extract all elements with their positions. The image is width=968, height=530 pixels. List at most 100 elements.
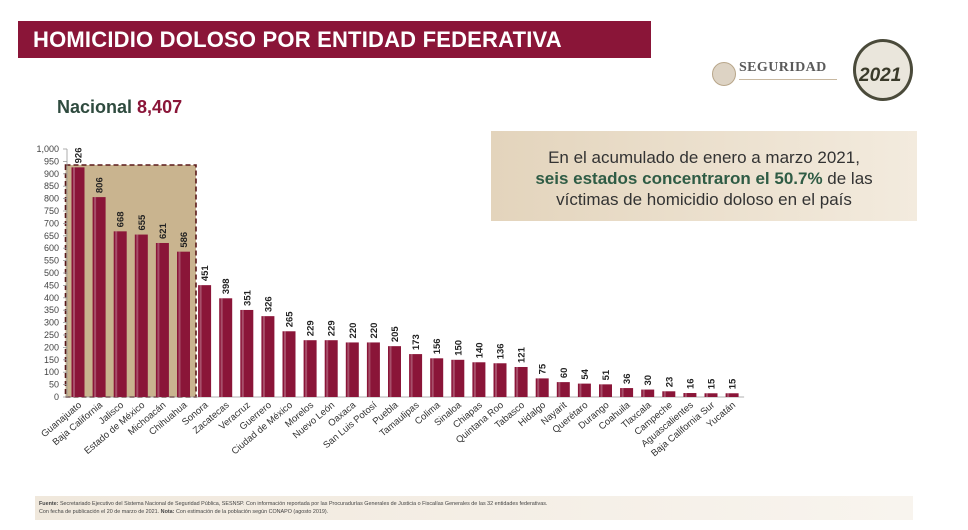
y-tick-label: 700 [44,218,59,228]
y-tick-label: 100 [44,367,59,377]
title-bar: HOMICIDIO DOLOSO POR ENTIDAD FEDERATIVA [18,21,651,58]
bar-sheen [495,363,497,397]
bar [535,378,549,397]
bar-sheen [241,309,244,397]
footer-line2: Con fecha de publicación el 20 de marzo … [39,509,328,515]
bar-sheen [473,362,476,397]
bar-value-label: 60 [559,368,570,379]
mexico-seal-icon [712,62,736,86]
bar-sheen [579,383,582,397]
bar-value-label: 326 [263,296,274,312]
bar [240,309,254,397]
bar [388,346,401,397]
bar-value-label: 398 [221,278,232,294]
bar-value-label: 150 [453,340,464,356]
bar [219,298,233,397]
fuente-text: Secretariado Ejecutivo del Sistema Nacio… [58,501,548,507]
y-tick-label: 850 [44,181,59,191]
y-tick-label: 750 [44,206,59,216]
bar [514,366,528,397]
nacional-value: 8,407 [137,97,183,117]
bar-sheen [642,389,645,397]
bar-sheen [706,393,708,397]
bar-value-label: 220 [369,323,380,339]
bar-sheen [600,384,603,397]
bar-sheen [136,234,139,397]
y-tick-label: 50 [49,380,59,390]
bar [71,167,85,397]
bar-sheen [284,331,286,397]
bar [155,242,169,397]
bar [261,316,275,397]
bar-sheen [537,378,540,397]
bar [345,342,359,397]
bar [282,331,296,397]
bar [620,388,634,397]
bar [134,234,148,397]
bar-sheen [262,316,265,397]
bar-value-label: 16 [685,378,696,389]
seguridad-logo: SEGURIDAD [712,60,837,90]
bar [641,389,655,397]
nota-text: Con estimación de la población según CON… [174,509,329,515]
bar-sheen [199,285,202,397]
bar-sheen [727,393,730,397]
bar-value-label: 668 [116,211,127,227]
bar [430,358,444,397]
bar-sheen [305,340,308,397]
y-tick-label: 650 [44,231,59,241]
bar-value-label: 451 [200,265,211,282]
y-tick-label: 600 [44,243,59,253]
bar [704,393,718,397]
logo-2021: 2021 [853,39,913,101]
bar-value-label: 205 [390,326,401,343]
bar-sheen [115,231,118,397]
bar [92,197,106,397]
bar [493,363,507,397]
bar-value-label: 51 [601,369,612,380]
bar-sheen [94,197,97,397]
bar-value-label: 15 [728,378,739,389]
bar-value-label: 36 [622,373,633,384]
bar-value-label: 15 [707,378,718,389]
nacional-label: Nacional [57,97,133,117]
callout-highlight: seis estados concentraron el 50.7% [535,169,823,188]
bar-sheen [452,359,455,397]
bar-value-label: 136 [496,343,507,359]
bar [113,231,127,397]
callout-line3: víctimas de homicidio doloso en el país [556,190,852,209]
nota-label: Nota: [159,509,175,515]
nacional-total: Nacional 8,407 [57,97,182,118]
bar-sheen [368,342,371,397]
bar-value-label: 655 [137,214,148,231]
bar-value-label: 351 [242,289,253,306]
bar [556,382,570,397]
callout-box: En el acumulado de enero a marzo 2021, s… [491,131,917,221]
y-tick-label: 950 [44,156,59,166]
bar-value-label: 229 [306,320,317,336]
bar-sheen [558,382,561,397]
bar-sheen [663,391,666,397]
bar-value-label: 173 [411,334,422,350]
footer-line1: Fuente: Secretariado Ejecutivo del Siste… [39,501,547,507]
y-tick-label: 900 [44,169,59,179]
bar [599,384,612,397]
bar [366,342,380,397]
bar-sheen [73,167,75,397]
bar-value-label: 23 [664,377,675,388]
bar [324,340,338,397]
y-tick-label: 450 [44,280,59,290]
bar-sheen [347,342,350,397]
bar-sheen [178,251,181,397]
serpent-emblem-icon [853,39,913,101]
bar-value-label: 121 [517,346,528,363]
y-tick-label: 150 [44,355,59,365]
callout-line2-rest: de las [822,169,873,188]
top-six-highlight-box [64,164,197,398]
y-tick-label: 300 [44,318,59,328]
logo-year: 2021 [859,65,902,86]
y-tick-label: 1,000 [36,144,59,154]
bar-value-label: 140 [474,342,485,358]
bar [198,285,212,397]
bar [409,354,423,397]
